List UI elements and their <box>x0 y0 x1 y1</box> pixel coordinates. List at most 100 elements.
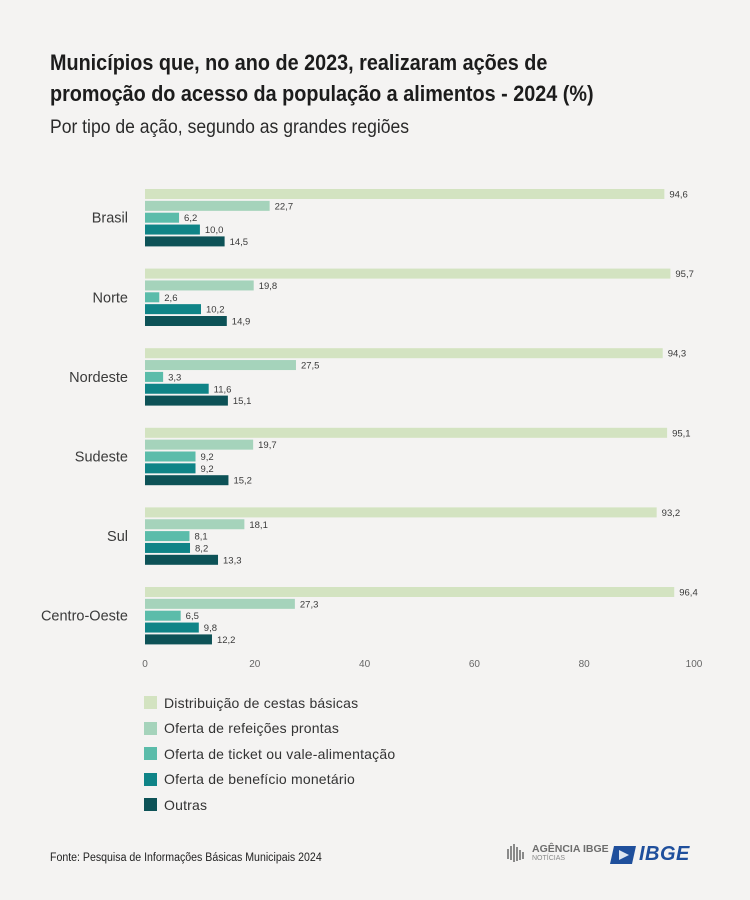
data-label-norte-oferta-de-beneficio-monetario: 10,2 <box>206 305 225 316</box>
bar-centro-oeste-distribuicao-de-cestas-basicas <box>145 587 675 597</box>
data-label-nordeste-distribuicao-de-cestas-basicas: 94,3 <box>668 349 687 360</box>
x-tick-label-80: 80 <box>579 659 591 670</box>
bar-nordeste-outras <box>145 395 228 406</box>
category-label-sul: Sul <box>107 529 128 545</box>
legend-item-outras: Outras <box>144 792 395 818</box>
bar-centro-oeste-oferta-de-refeicoes-prontas <box>145 598 295 609</box>
legend-swatch <box>144 798 157 812</box>
bar-brasil-outras <box>145 236 225 247</box>
data-label-sudeste-oferta-de-beneficio-monetario: 9,2 <box>201 464 214 475</box>
chart-title-line-1: Municípios que, no ano de 2023, realizar… <box>50 50 548 75</box>
legend-swatch <box>144 696 157 710</box>
source-note: Fonte: Pesquisa de Informações Básicas M… <box>50 852 322 864</box>
bar-sudeste-distribuicao-de-cestas-basicas <box>145 427 668 438</box>
agencia-logo-text: AGÊNCIA IBGE <box>532 842 609 855</box>
data-label-brasil-outras: 14,5 <box>230 237 249 248</box>
data-label-brasil-oferta-de-ticket-ou-vale-alimentacao: 6,2 <box>184 213 197 224</box>
data-label-brasil-oferta-de-beneficio-monetario: 10,0 <box>205 225 224 236</box>
data-label-norte-outras: 14,9 <box>232 317 251 328</box>
ibge-logo: IBGE <box>610 843 690 866</box>
data-label-centro-oeste-outras: 12,2 <box>217 635 236 646</box>
data-label-centro-oeste-oferta-de-ticket-ou-vale-alimentacao: 6,5 <box>186 611 199 622</box>
legend-item-distribuicao-de-cestas-basicas: Distribuição de cestas básicas <box>144 690 395 716</box>
ibge-logo-text: IBGE <box>639 843 690 865</box>
legend-label: Distribuição de cestas básicas <box>164 694 359 711</box>
agencia-ibge-icon <box>507 844 524 862</box>
data-label-centro-oeste-oferta-de-beneficio-monetario: 9,8 <box>204 623 217 634</box>
x-tick-label-40: 40 <box>359 659 371 670</box>
bar-sul-outras <box>145 554 219 565</box>
x-tick-label-60: 60 <box>469 659 481 670</box>
bar-sul-oferta-de-beneficio-monetario <box>145 542 191 553</box>
legend-label: Oferta de ticket ou vale-alimentação <box>164 745 396 762</box>
data-label-sudeste-distribuicao-de-cestas-basicas: 95,1 <box>672 428 691 439</box>
data-label-centro-oeste-oferta-de-refeicoes-prontas: 27,3 <box>300 599 319 610</box>
bar-brasil-oferta-de-beneficio-monetario <box>145 224 200 235</box>
data-label-brasil-oferta-de-refeicoes-prontas: 22,7 <box>275 201 294 212</box>
x-tick-label-20: 20 <box>249 659 261 670</box>
category-label-nordeste: Nordeste <box>69 370 128 386</box>
data-label-sul-oferta-de-ticket-ou-vale-alimentacao: 8,1 <box>194 532 207 543</box>
category-label-centro-oeste: Centro-Oeste <box>41 609 128 625</box>
data-label-norte-distribuicao-de-cestas-basicas: 95,7 <box>675 269 694 280</box>
data-label-nordeste-oferta-de-beneficio-monetario: 11,6 <box>214 384 232 395</box>
bar-norte-oferta-de-beneficio-monetario <box>145 304 201 315</box>
bar-brasil-oferta-de-ticket-ou-vale-alimentacao <box>145 212 180 223</box>
data-label-sudeste-outras: 15,2 <box>233 476 252 487</box>
data-label-norte-oferta-de-ticket-ou-vale-alimentacao: 2,6 <box>164 293 177 304</box>
bar-norte-distribuicao-de-cestas-basicas <box>145 268 671 279</box>
chart-legend: Distribuição de cestas básicas Oferta de … <box>144 690 395 818</box>
data-label-sudeste-oferta-de-refeicoes-prontas: 19,7 <box>258 440 277 451</box>
legend-swatch <box>144 747 157 761</box>
legend-label: Outras <box>164 796 208 813</box>
bar-sul-distribuicao-de-cestas-basicas <box>145 507 657 518</box>
data-label-centro-oeste-distribuicao-de-cestas-basicas: 96,4 <box>679 588 698 599</box>
bar-nordeste-distribuicao-de-cestas-basicas <box>145 348 663 359</box>
bar-nordeste-oferta-de-beneficio-monetario <box>145 383 209 394</box>
agencia-ibge-logo: AGÊNCIA IBGE NOTÍCIAS <box>506 842 609 864</box>
data-label-sul-outras: 13,3 <box>223 555 242 566</box>
legend-label: Oferta de refeições prontas <box>164 720 340 737</box>
bar-sudeste-oferta-de-ticket-ou-vale-alimentacao <box>145 451 196 462</box>
bar-brasil-distribuicao-de-cestas-basicas <box>145 189 665 199</box>
bar-chart: Brasil 94,6 22,7 6,2 10,0 14,5 Norte 95,7 19,8 2,… <box>41 189 703 670</box>
bar-centro-oeste-outras <box>145 634 212 645</box>
legend-swatch <box>144 772 157 786</box>
bar-norte-oferta-de-refeicoes-prontas <box>145 280 254 291</box>
bar-centro-oeste-oferta-de-ticket-ou-vale-alimentacao <box>145 610 181 621</box>
bar-centro-oeste-oferta-de-beneficio-monetario <box>145 622 199 633</box>
data-label-sul-distribuicao-de-cestas-basicas: 93,2 <box>662 508 681 519</box>
bar-norte-oferta-de-ticket-ou-vale-alimentacao <box>145 292 160 303</box>
category-label-norte: Norte <box>93 290 128 306</box>
bar-norte-outras <box>145 316 227 326</box>
bar-sudeste-oferta-de-refeicoes-prontas <box>145 439 254 450</box>
bar-brasil-oferta-de-refeicoes-prontas <box>145 200 270 211</box>
chart-title: Municípios que, no ano de 2023, realizar… <box>50 47 648 109</box>
legend-item-oferta-de-ticket-ou-vale-alimentacao: Oferta de ticket ou vale-alimentação <box>144 741 395 767</box>
agencia-logo-subtext: NOTÍCIAS <box>532 854 566 862</box>
ibge-logo-icon <box>610 845 636 864</box>
data-label-sudeste-oferta-de-ticket-ou-vale-alimentacao: 9,2 <box>201 452 214 463</box>
data-label-nordeste-outras: 15,1 <box>233 396 252 407</box>
chart-title-line-2: promoção do acesso da população a alimen… <box>50 81 594 106</box>
data-label-nordeste-oferta-de-ticket-ou-vale-alimentacao: 3,3 <box>168 372 181 383</box>
data-label-sul-oferta-de-beneficio-monetario: 8,2 <box>195 543 208 554</box>
data-label-norte-oferta-de-refeicoes-prontas: 19,8 <box>259 281 278 292</box>
bar-sudeste-oferta-de-beneficio-monetario <box>145 463 196 474</box>
legend-item-oferta-de-beneficio-monetario: Oferta de benefício monetário <box>144 767 395 793</box>
x-tick-label-100: 100 <box>686 659 703 670</box>
data-label-nordeste-oferta-de-refeicoes-prontas: 27,5 <box>301 361 320 372</box>
bar-sul-oferta-de-ticket-ou-vale-alimentacao <box>145 531 190 542</box>
bar-nordeste-oferta-de-ticket-ou-vale-alimentacao <box>145 371 164 382</box>
data-label-sul-oferta-de-refeicoes-prontas: 18,1 <box>249 520 268 531</box>
bar-sul-oferta-de-refeicoes-prontas <box>145 519 245 530</box>
category-label-brasil: Brasil <box>92 211 128 227</box>
data-label-brasil-distribuicao-de-cestas-basicas: 94,6 <box>669 190 688 201</box>
bar-sudeste-outras <box>145 475 229 486</box>
bar-nordeste-oferta-de-refeicoes-prontas <box>145 360 296 371</box>
category-label-sudeste: Sudeste <box>75 450 128 466</box>
legend-item-oferta-de-refeicoes-prontas: Oferta de refeições prontas <box>144 716 395 742</box>
legend-swatch <box>144 721 157 735</box>
legend-label: Oferta de benefício monetário <box>164 771 356 788</box>
x-tick-label-0: 0 <box>142 659 148 670</box>
